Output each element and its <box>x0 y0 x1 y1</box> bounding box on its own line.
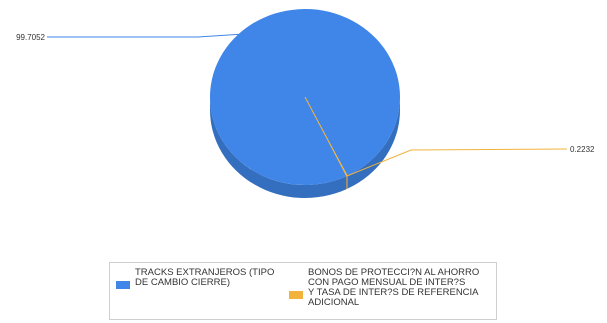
legend-item-tracks-extranjeros: TRACKS EXTRANJEROS (TIPO DE CAMBIO CIERR… <box>116 268 296 289</box>
legend-swatch-bonos-proteccion <box>289 291 303 299</box>
data-label-1: 0.2232 <box>570 145 595 154</box>
leader-line-0 <box>47 33 306 98</box>
pie-chart: 99.7052 0.2232 <box>16 9 595 198</box>
legend-label-tracks-extranjeros: TRACKS EXTRANJEROS (TIPO DE CAMBIO CIERR… <box>135 267 275 288</box>
data-label-0: 99.7052 <box>16 33 45 42</box>
pie-slice-side-0 <box>210 97 347 198</box>
pie-slice-side-1 <box>346 175 348 190</box>
legend-label-bonos-proteccion: BONOS DE PROTECCI?N AL AHORRO CON PAGO M… <box>308 267 480 308</box>
pie-slice-side-0 <box>347 97 400 189</box>
legend-swatch-tracks-extranjeros <box>116 281 130 289</box>
chart-legend: TRACKS EXTRANJEROS (TIPO DE CAMBIO CIERR… <box>109 262 497 320</box>
leader-line-1 <box>304 96 568 177</box>
legend-item-bonos-proteccion: BONOS DE PROTECCI?N AL AHORRO CON PAGO M… <box>289 268 494 308</box>
